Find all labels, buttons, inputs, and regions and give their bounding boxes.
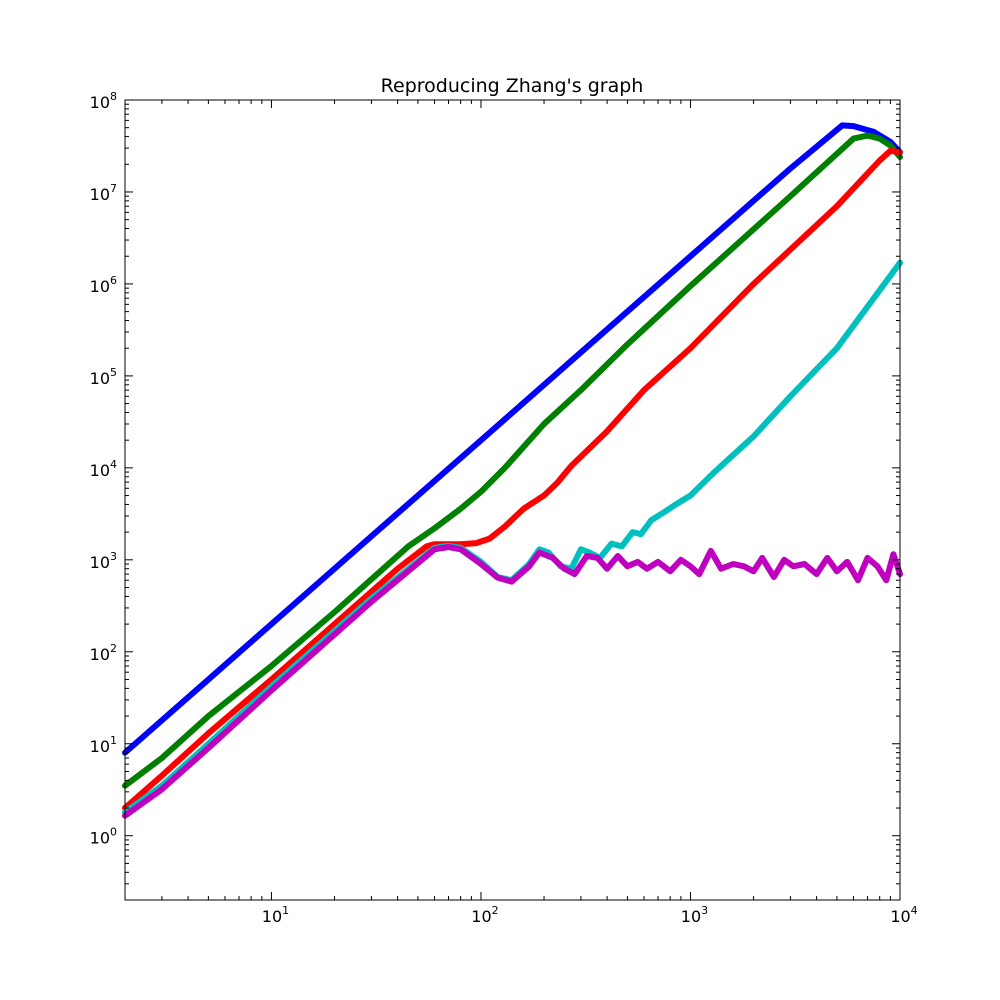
series-layer <box>122 122 903 819</box>
y-tick-label: 102 <box>90 642 117 664</box>
x-tick-label: 102 <box>471 904 498 926</box>
series-line-5 <box>122 544 903 819</box>
series-line-2 <box>122 132 903 789</box>
y-tick-label: 108 <box>90 90 117 112</box>
y-tick-label: 104 <box>90 458 117 480</box>
y-tick-label: 103 <box>90 550 117 572</box>
ticks-layer: 101 102 103 104 100 101 102 103 104 105 106 107 108 <box>90 90 918 926</box>
y-tick-label: 101 <box>90 734 117 756</box>
series-line-1 <box>122 122 903 756</box>
y-tick-label: 107 <box>90 182 117 204</box>
y-tick-label: 100 <box>90 826 117 848</box>
y-tick-label: 106 <box>90 274 117 296</box>
series-line-3 <box>122 147 903 811</box>
y-tick-label: 105 <box>90 366 117 388</box>
series-line-4 <box>122 259 903 816</box>
x-tick-label: 104 <box>890 904 917 926</box>
x-tick-label: 101 <box>262 904 289 926</box>
x-tick-label: 103 <box>681 904 708 926</box>
chart-title: Reproducing Zhang's graph <box>381 75 644 97</box>
plot-frame <box>124 99 901 901</box>
